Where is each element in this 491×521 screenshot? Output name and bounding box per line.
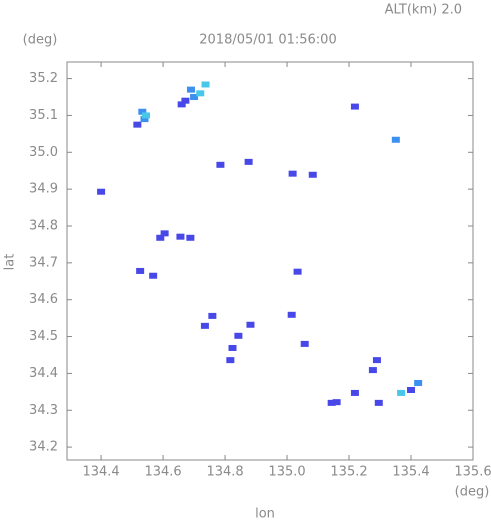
echo-cell [372, 357, 381, 364]
y-tick-label: 34.6 [29, 292, 58, 307]
echo-cell [190, 94, 199, 101]
echo-cell [140, 116, 149, 123]
echo-cell [149, 272, 158, 279]
echo-cell [181, 97, 190, 104]
echo-cell [287, 311, 296, 318]
echo-cell [177, 101, 186, 108]
echo-cell [288, 170, 297, 177]
echo-cell [308, 171, 317, 178]
echo-cell [201, 81, 210, 88]
y-tick-label: 35.1 [29, 108, 58, 123]
y-tick-label: 34.3 [29, 403, 58, 418]
x-unit: (deg) [455, 485, 490, 500]
echo-cell [208, 312, 217, 319]
chart-subtitle: ALT(km) 2.0 [385, 3, 462, 18]
x-axis-label: lon [255, 507, 275, 521]
x-tick-label: 134.4 [82, 465, 119, 480]
echo-cell [332, 399, 341, 406]
echo-cell [374, 399, 383, 406]
echo-cell [186, 234, 195, 241]
echo-cell [246, 321, 255, 328]
chart-title: 2018/05/01 01:56:00 [199, 33, 336, 48]
echo-cell [391, 136, 400, 143]
echo-cell [228, 344, 237, 351]
echo-cell [414, 379, 423, 386]
echo-cell [160, 230, 169, 237]
y-tick-label: 35.0 [29, 145, 58, 160]
y-tick-label: 34.4 [29, 366, 58, 381]
echo-cell [234, 332, 243, 339]
echo-cell [97, 188, 106, 195]
echo-cell [397, 389, 406, 396]
echo-cell [136, 267, 145, 274]
y-tick-label: 35.2 [29, 71, 58, 86]
x-tick-label: 135.6 [454, 465, 491, 480]
echo-cell [407, 386, 416, 393]
echo-cell [350, 389, 359, 396]
x-tick-label: 135.0 [268, 465, 305, 480]
echo-cell [293, 268, 302, 275]
y-tick-label: 34.9 [29, 182, 58, 197]
echo-cell [327, 399, 336, 406]
echo-cell [142, 112, 151, 119]
echo-cell [200, 322, 209, 329]
echo-cell [226, 357, 235, 364]
echo-cell [176, 233, 185, 240]
echo-cell [156, 234, 165, 241]
plot-frame [66, 61, 474, 461]
x-tick-label: 135.2 [330, 465, 367, 480]
x-tick-label: 135.4 [392, 465, 429, 480]
x-tick-label: 134.8 [206, 465, 243, 480]
echo-cell [350, 103, 359, 110]
echo-cell [138, 108, 147, 115]
y-tick-label: 34.7 [29, 255, 58, 270]
y-tick-label: 34.5 [29, 329, 58, 344]
echo-cell [196, 90, 205, 97]
echo-cell [244, 158, 253, 165]
echo-cell [368, 367, 377, 374]
echo-cell [186, 86, 195, 93]
y-axis-label: lat [3, 254, 18, 271]
y-tick-label: 34.8 [29, 218, 58, 233]
echo-cell [133, 121, 142, 128]
echo-cell [216, 161, 225, 168]
y-unit: (deg) [23, 33, 58, 48]
echo-cell [300, 340, 309, 347]
x-tick-label: 134.6 [144, 465, 181, 480]
y-tick-label: 34.2 [29, 440, 58, 455]
